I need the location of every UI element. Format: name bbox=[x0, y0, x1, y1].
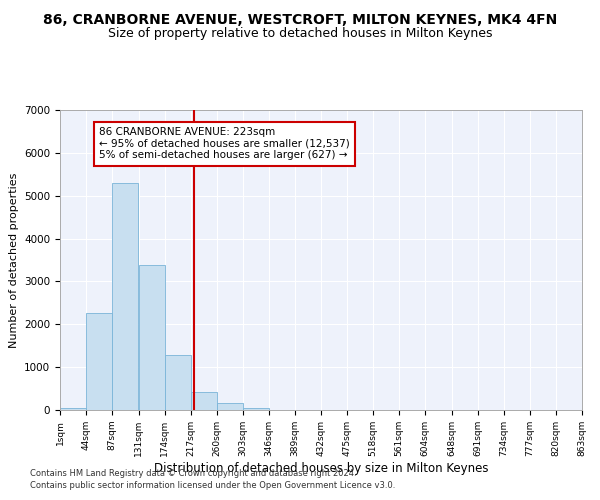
Bar bbox=[165, 354, 191, 410]
Text: 86 CRANBORNE AVENUE: 223sqm
← 95% of detached houses are smaller (12,537)
5% of : 86 CRANBORNE AVENUE: 223sqm ← 95% of det… bbox=[99, 127, 350, 160]
Text: Contains HM Land Registry data © Crown copyright and database right 2024.: Contains HM Land Registry data © Crown c… bbox=[30, 468, 356, 477]
X-axis label: Distribution of detached houses by size in Milton Keynes: Distribution of detached houses by size … bbox=[154, 462, 488, 474]
Y-axis label: Number of detached properties: Number of detached properties bbox=[8, 172, 19, 348]
Text: 86, CRANBORNE AVENUE, WESTCROFT, MILTON KEYNES, MK4 4FN: 86, CRANBORNE AVENUE, WESTCROFT, MILTON … bbox=[43, 12, 557, 26]
Text: Contains public sector information licensed under the Open Government Licence v3: Contains public sector information licen… bbox=[30, 481, 395, 490]
Bar bbox=[139, 265, 164, 410]
Bar bbox=[112, 183, 138, 410]
Bar bbox=[243, 408, 269, 410]
Bar bbox=[60, 408, 86, 410]
Bar bbox=[86, 312, 112, 410]
Bar bbox=[217, 404, 242, 410]
Text: Size of property relative to detached houses in Milton Keynes: Size of property relative to detached ho… bbox=[108, 28, 492, 40]
Bar bbox=[191, 392, 217, 410]
